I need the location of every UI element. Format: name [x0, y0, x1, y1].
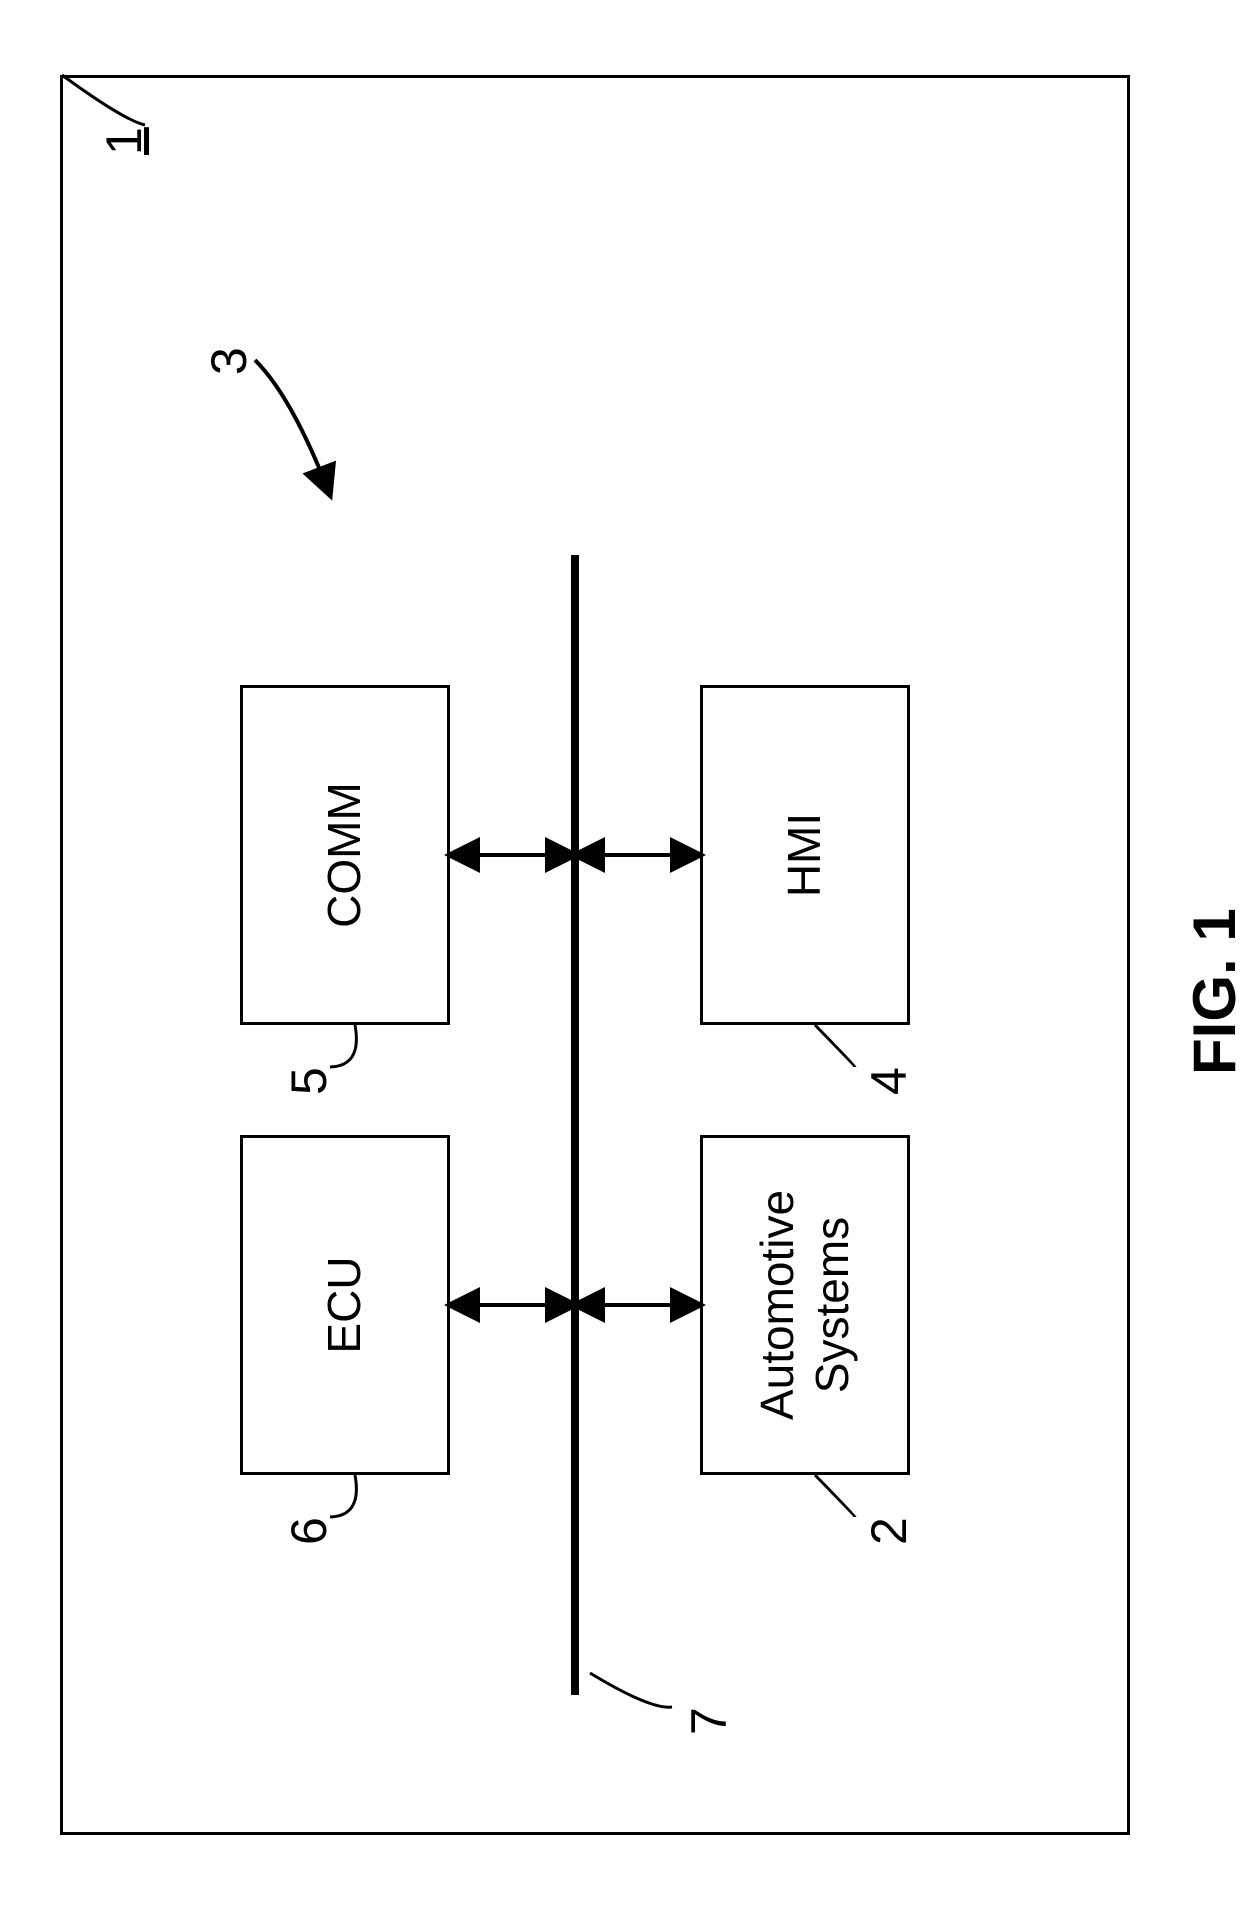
- page: ECU COMM Automotive Systems HMI 1 6 5 2 …: [20, 20, 1240, 1895]
- landscape-canvas: ECU COMM Automotive Systems HMI 1 6 5 2 …: [20, 20, 1240, 1895]
- overlay-arrows: [20, 20, 1240, 1895]
